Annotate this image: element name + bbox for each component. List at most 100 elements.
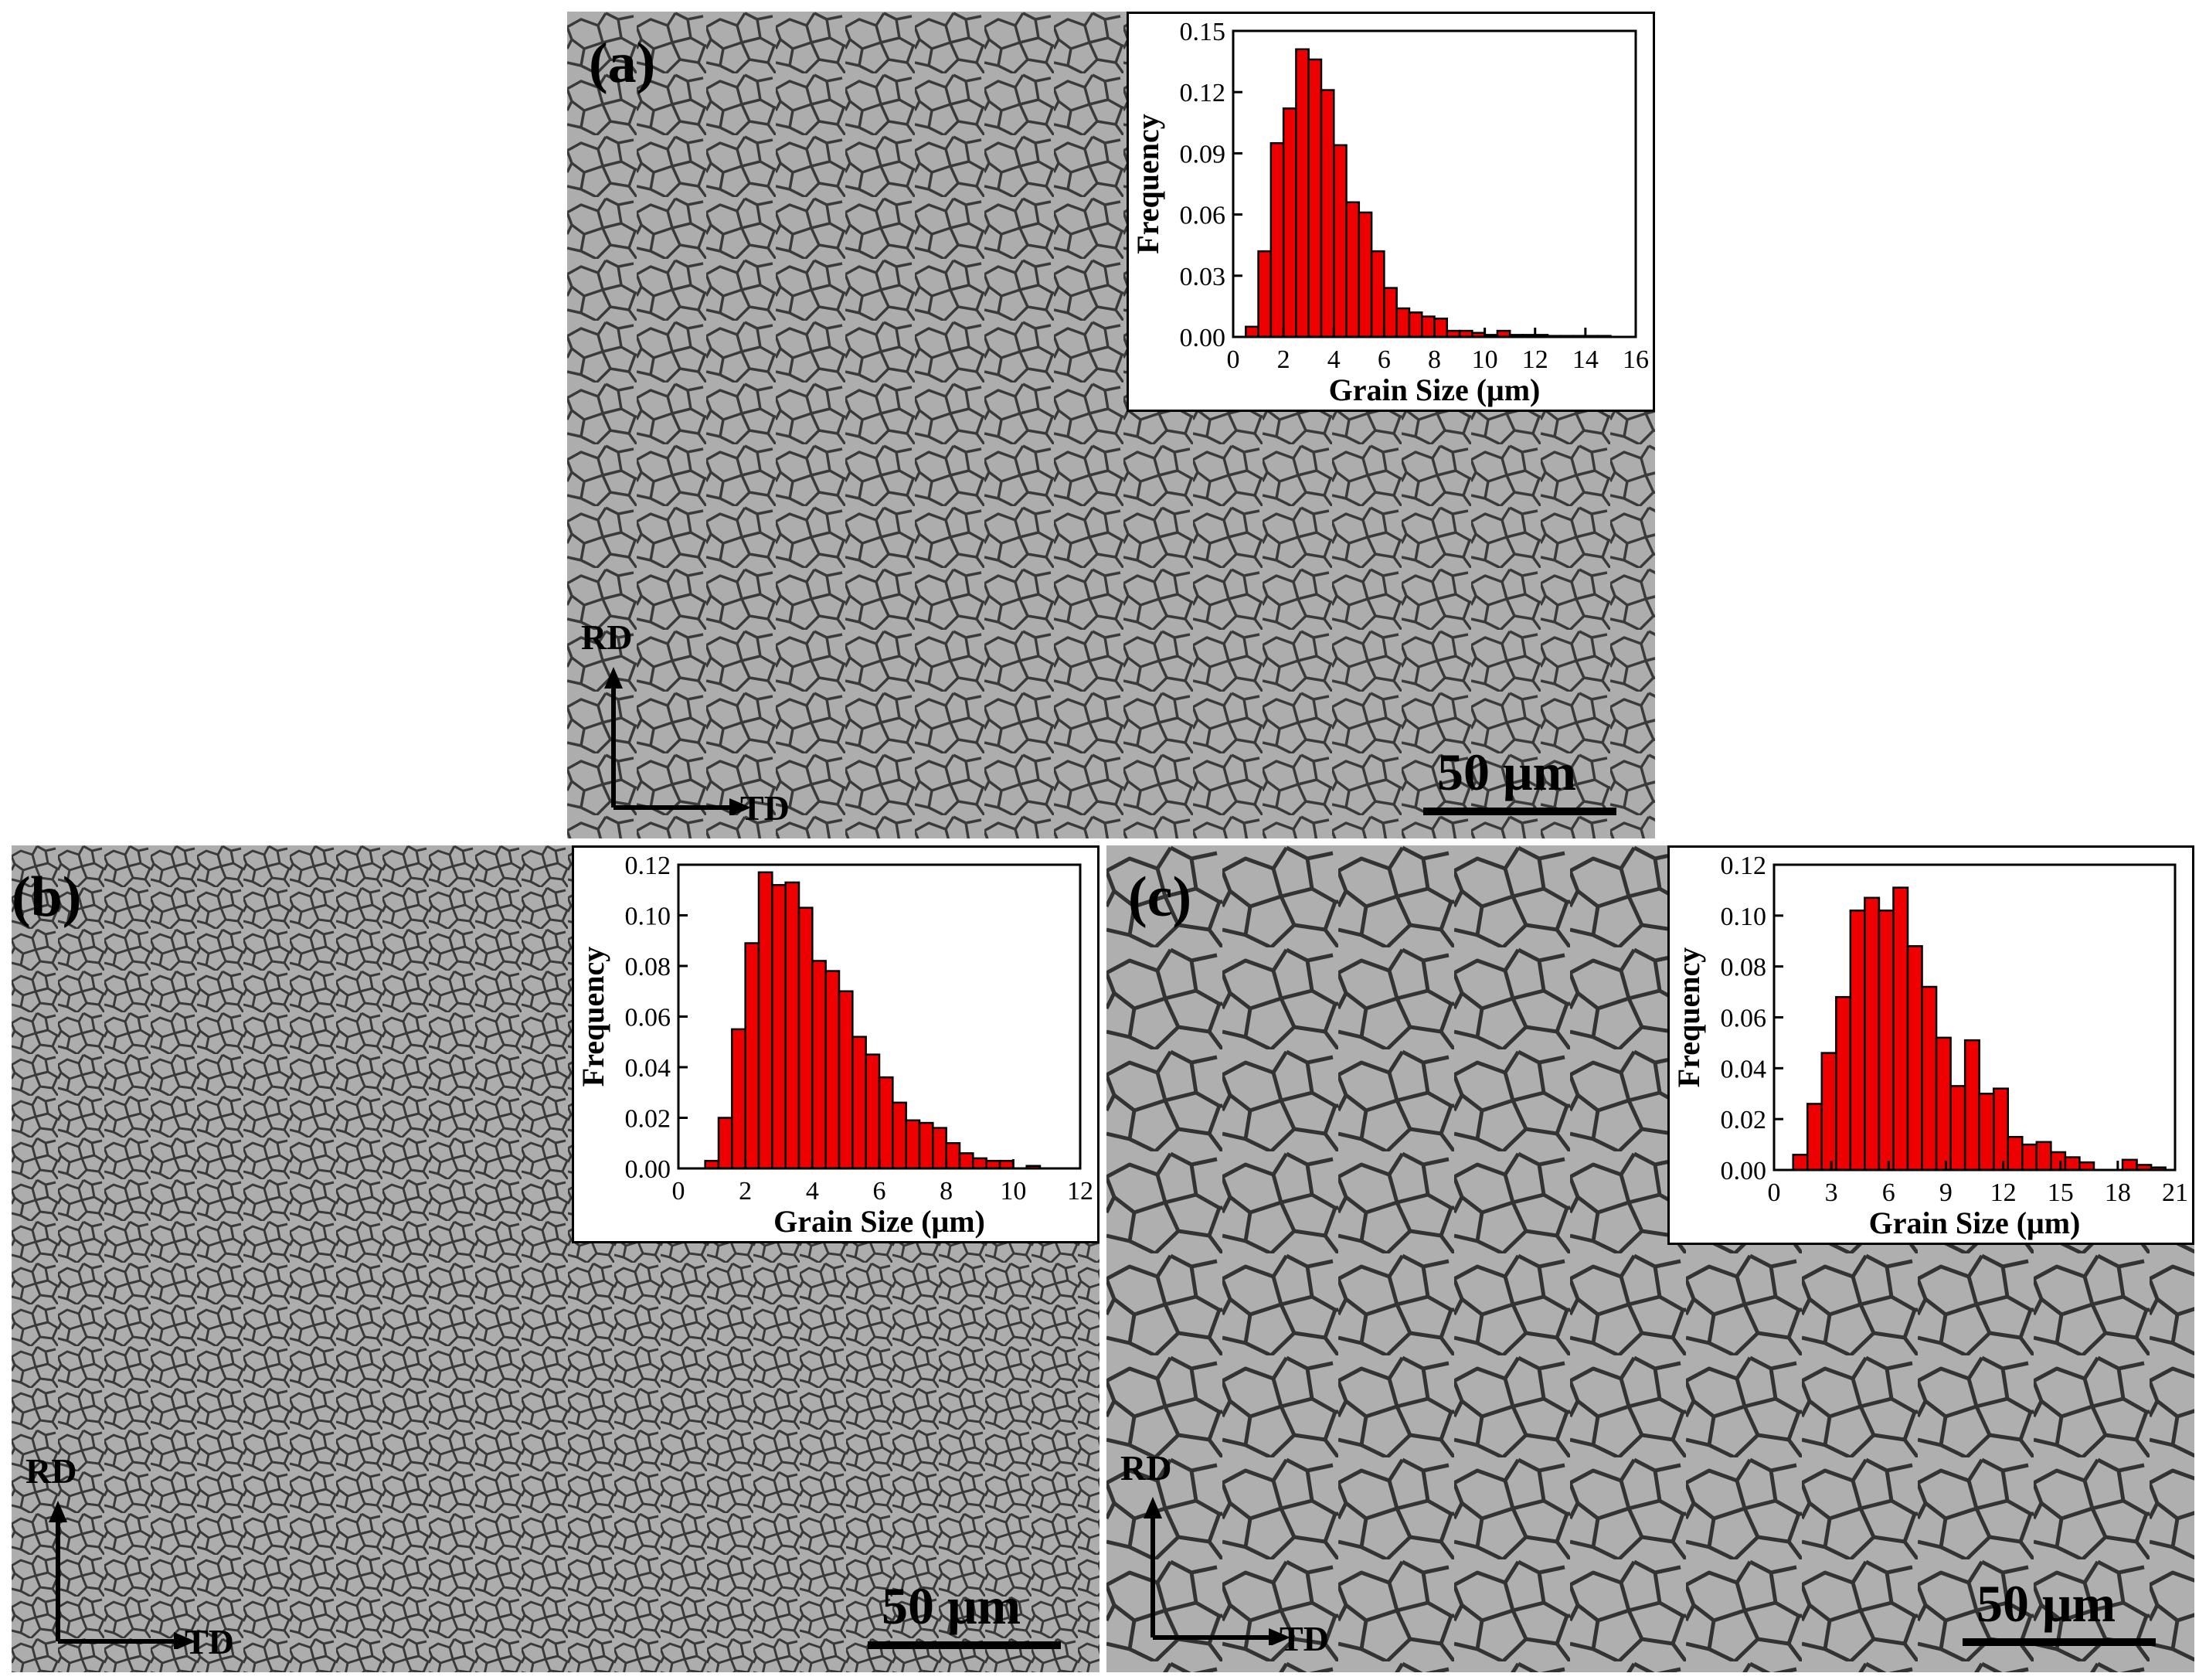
micrograph-panel-b: (b) RD TD 50 μm 0 2 4 6 8 10 12 0.00 0.02 0.04 0.0… <box>12 845 1100 1672</box>
histogram-bar <box>1906 945 1923 1172</box>
histogram-bar <box>1245 325 1259 338</box>
x-axis-label: Grain Size (μm) <box>1329 372 1541 407</box>
x-tick-label: 0 <box>672 1177 685 1206</box>
histogram-bar <box>1792 1154 1809 1172</box>
histogram-inset-b: 0 2 4 6 8 10 12 0.00 0.02 0.04 0.06 0.08 0.10 0.12 Gra… <box>572 845 1100 1243</box>
histogram-bar <box>1395 307 1411 338</box>
histogram-bar <box>1358 211 1373 338</box>
y-tick-label: 0.06 <box>1180 202 1226 230</box>
histogram-bar <box>1295 48 1310 338</box>
panel-label: (c) <box>1128 866 1192 929</box>
y-tick-label: 0.00 <box>625 1155 671 1184</box>
histogram-bar <box>905 1119 921 1170</box>
x-tick-label: 2 <box>1277 345 1290 374</box>
x-tick-label: 12 <box>1522 345 1548 374</box>
histogram-bar <box>1333 144 1348 338</box>
x-tick-label: 2 <box>739 1177 752 1206</box>
histogram-bar <box>2050 1151 2067 1172</box>
x-tick-label: 6 <box>1378 345 1391 374</box>
x-tick-label: 14 <box>1572 345 1599 374</box>
x-tick-label: 4 <box>806 1177 819 1206</box>
histogram-bar <box>958 1152 974 1170</box>
y-tick-label: 0.02 <box>625 1105 671 1134</box>
x-tick-label: 8 <box>1428 345 1441 374</box>
y-tick-label: 0.12 <box>1721 852 1767 880</box>
histogram-bar <box>1849 910 1866 1172</box>
x-tick-label: 3 <box>1825 1178 1838 1207</box>
histogram-bar <box>811 960 827 1170</box>
y-tick-label: 0.10 <box>625 903 671 931</box>
x-tick-label: 6 <box>1882 1178 1895 1207</box>
histogram-bar <box>1864 896 1881 1172</box>
rd-td-axes-icon <box>1144 1497 1290 1645</box>
histogram-bar <box>2121 1158 2138 1172</box>
histogram-bar <box>2007 1135 2024 1172</box>
micrograph-panel-a: (a) RD TD 50 μm 0 2 4 6 8 10 12 14 16 0.00 0.03 0.0… <box>567 12 1655 838</box>
histogram-bar <box>784 881 800 1170</box>
td-label: TD <box>1280 1619 1329 1658</box>
x-tick-label: 12 <box>1067 1177 1093 1206</box>
histogram-bar <box>1383 287 1398 338</box>
histogram-bar <box>1269 141 1285 338</box>
y-axis-label: Frequency <box>576 947 610 1087</box>
histogram-bar <box>865 1053 881 1170</box>
x-axis-label: Grain Size (μm) <box>1869 1206 2081 1240</box>
histogram-bar <box>2021 1143 2038 1172</box>
histogram-bar <box>932 1127 947 1170</box>
panel-label: (b) <box>12 866 82 929</box>
x-tick-label: 0 <box>1768 1178 1781 1207</box>
histogram-bar <box>1370 250 1385 338</box>
histogram-b: 0 2 4 6 8 10 12 0.00 0.02 0.04 0.06 0.08 0.10 0.12 Gra… <box>576 852 1093 1239</box>
y-axis-label: Frequency <box>1671 947 1706 1087</box>
histogram-bar <box>1835 995 1852 1172</box>
x-tick-label: 0 <box>1227 345 1240 374</box>
histogram-bar <box>1949 1085 1966 1172</box>
y-tick-label: 0.00 <box>1180 324 1226 352</box>
y-tick-label: 0.15 <box>1180 18 1226 46</box>
scalebar-label: 50 μm <box>882 1576 1021 1635</box>
histogram-bar <box>1433 317 1449 338</box>
x-tick-label: 8 <box>940 1177 953 1206</box>
rd-td-axes-icon <box>604 667 751 815</box>
x-tick-label: 16 <box>1623 345 1649 374</box>
y-tick-label: 0.04 <box>1721 1055 1767 1083</box>
micrograph-panel-c: (c) RD TD 50 μm 0 3 6 9 12 15 18 21 0.00 0.02 0.04… <box>1106 845 2194 1672</box>
histogram-bar <box>771 883 787 1170</box>
x-tick-label: 15 <box>2048 1178 2074 1207</box>
histogram-bar <box>2064 1156 2081 1172</box>
x-tick-label: 4 <box>1327 345 1341 374</box>
y-tick-label: 0.10 <box>1721 903 1767 931</box>
histogram-bar <box>824 970 841 1170</box>
histogram-bar <box>1806 1103 1823 1172</box>
y-tick-label: 0.04 <box>625 1054 671 1083</box>
y-tick-label: 0.09 <box>1180 140 1226 168</box>
y-tick-label: 0.08 <box>1721 954 1767 982</box>
histogram-bar <box>1408 311 1423 338</box>
y-tick-label: 0.08 <box>625 953 671 981</box>
histogram-bar <box>918 1121 934 1170</box>
y-tick-label: 0.12 <box>625 852 671 880</box>
histogram-bar <box>851 1036 867 1170</box>
x-tick-label: 10 <box>1472 345 1498 374</box>
panel-label: (a) <box>589 32 656 95</box>
histogram-bar <box>1257 250 1273 338</box>
histogram-bar <box>731 1028 746 1170</box>
scalebar <box>868 1641 1061 1649</box>
x-tick-label: 18 <box>2105 1178 2131 1207</box>
histogram-c: 0 3 6 9 12 15 18 21 0.00 0.02 0.04 0.06 0.08 0.10 0.12… <box>1671 852 2188 1240</box>
rd-label: RD <box>581 617 633 657</box>
x-tick-label: 21 <box>2162 1178 2188 1207</box>
x-tick-label: 10 <box>1000 1177 1026 1206</box>
y-tick-label: 0.06 <box>1721 1005 1767 1033</box>
histogram-bar <box>744 942 760 1170</box>
scalebar <box>1963 1638 2156 1646</box>
x-tick-label: 9 <box>1939 1178 1953 1207</box>
x-tick-label: 6 <box>873 1177 886 1206</box>
histogram-bar <box>757 871 773 1170</box>
histogram-a: 0 2 4 6 8 10 12 14 16 0.00 0.03 0.06 0.09 0.12 0.15 Gra… <box>1130 18 1649 407</box>
histogram-bar <box>1282 107 1297 338</box>
histogram-bar <box>892 1101 907 1170</box>
y-tick-label: 0.00 <box>1721 1157 1767 1185</box>
histogram-bar <box>1892 886 1909 1172</box>
histogram-bar <box>1307 58 1323 338</box>
